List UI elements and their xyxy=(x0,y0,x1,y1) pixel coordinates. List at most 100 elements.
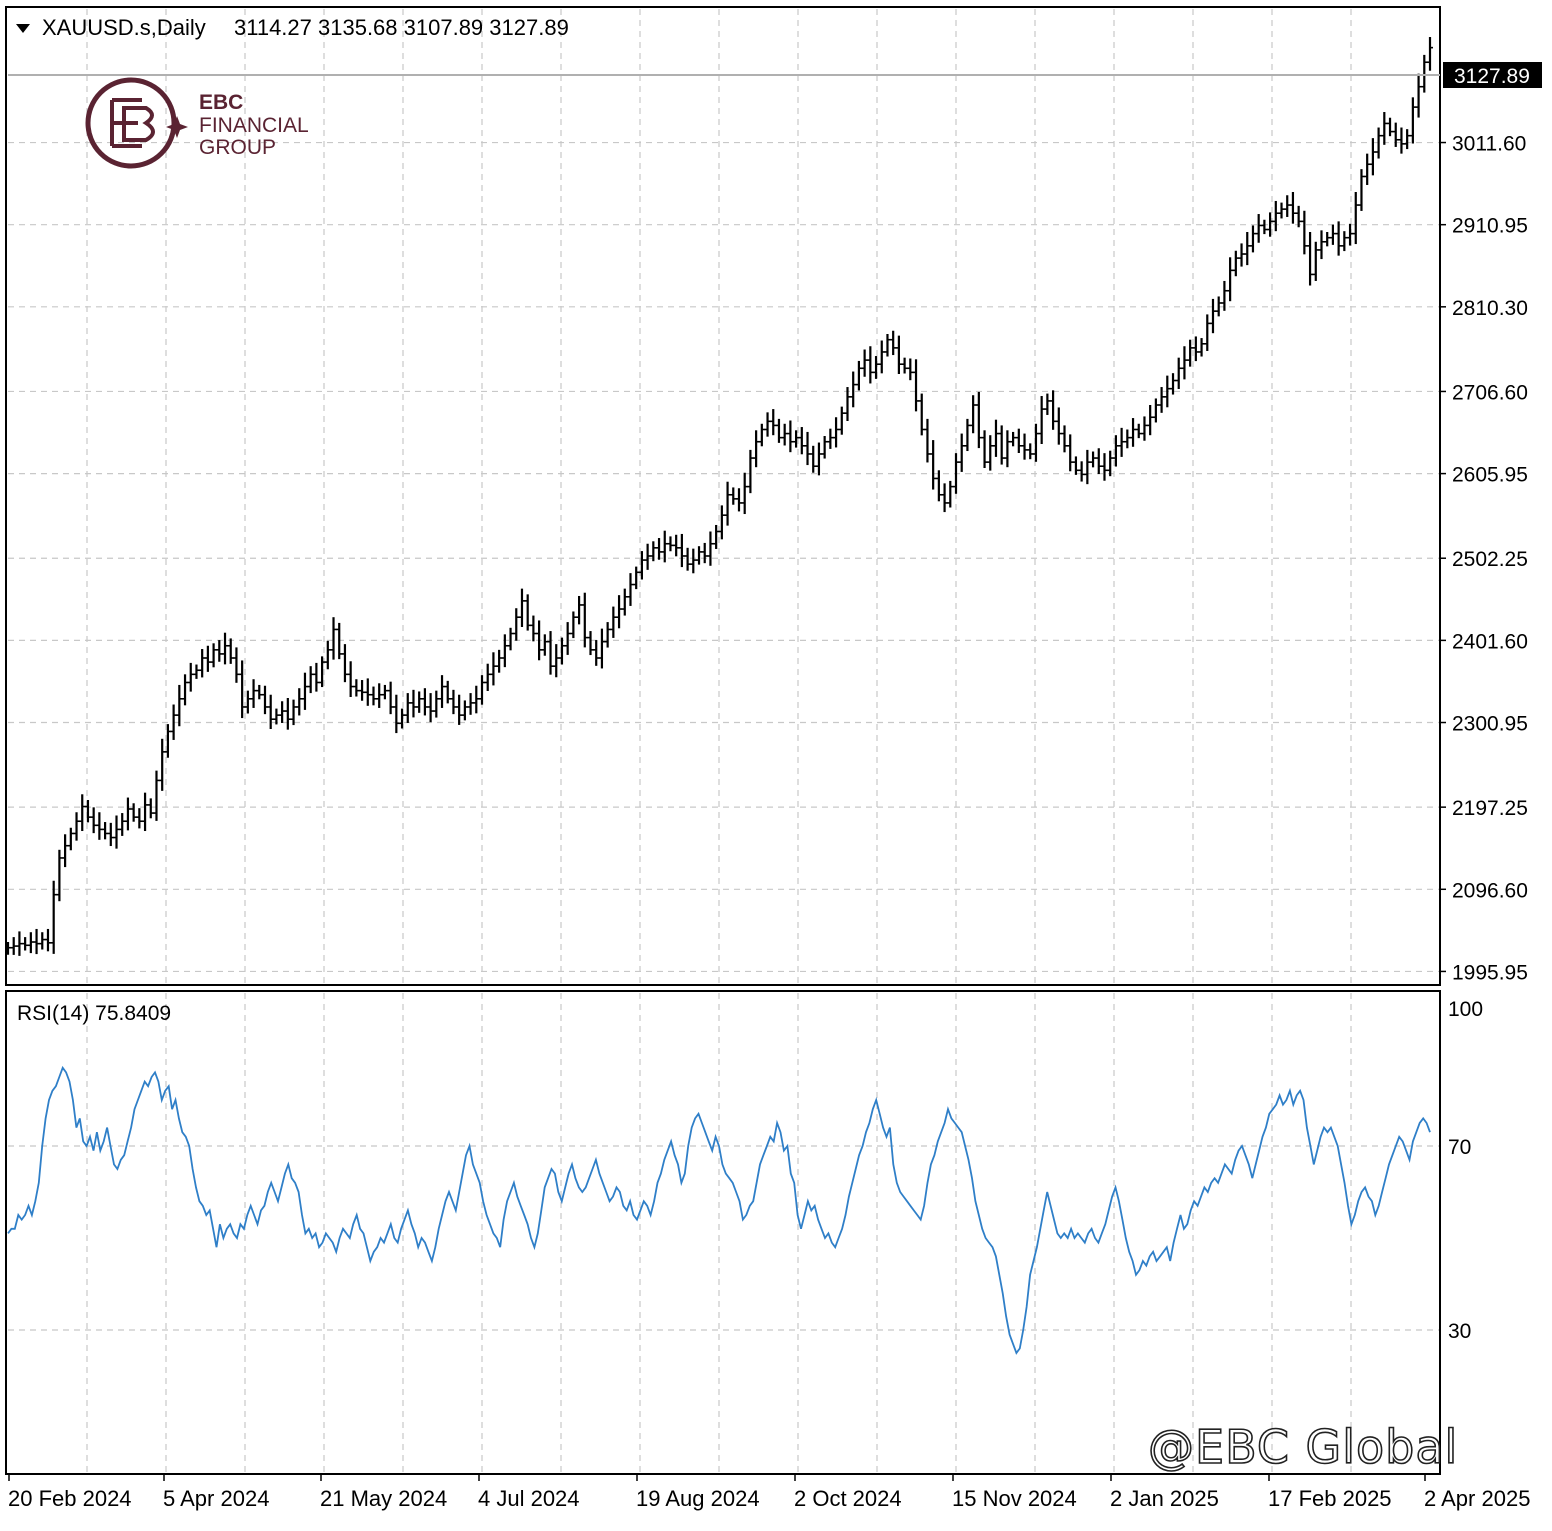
price-bar xyxy=(1215,296,1222,317)
price-bar xyxy=(975,391,982,449)
price-bar xyxy=(102,822,109,840)
price-bar xyxy=(210,643,217,668)
price-bar xyxy=(1164,375,1171,408)
price-bar xyxy=(1312,241,1319,281)
price-bar xyxy=(284,697,291,730)
rsi-tick-label: 30 xyxy=(1448,1320,1471,1343)
price-bar xyxy=(821,436,828,459)
price-bar xyxy=(410,689,417,718)
price-bar xyxy=(992,419,999,457)
price-bar xyxy=(1358,169,1365,211)
price-bar xyxy=(696,546,703,565)
logo-line1: EBC xyxy=(199,91,243,114)
price-bar xyxy=(1175,357,1182,390)
price-bar xyxy=(1141,416,1148,441)
price-bar xyxy=(1227,257,1234,302)
price-bar xyxy=(1301,210,1308,255)
price-bar xyxy=(67,827,74,851)
price-bar xyxy=(907,358,914,381)
price-bar xyxy=(1318,230,1325,260)
price-bar xyxy=(775,418,782,443)
rsi-tick-label: 100 xyxy=(1448,998,1483,1021)
price-bar xyxy=(581,592,588,648)
price-bar xyxy=(1289,191,1296,224)
price-bar xyxy=(1101,453,1108,481)
price-bar xyxy=(1170,373,1177,395)
price-bar xyxy=(536,620,543,661)
price-bar xyxy=(998,425,1005,465)
price-bar xyxy=(833,417,840,448)
price-tag-label: 3127.89 xyxy=(1454,65,1530,88)
price-bar xyxy=(1158,387,1165,413)
price-bar xyxy=(1072,456,1079,475)
price-bar xyxy=(644,543,651,570)
price-bar xyxy=(124,797,131,831)
price-bar xyxy=(359,680,366,701)
price-bar xyxy=(1124,429,1131,449)
price-bar xyxy=(621,588,628,616)
price-bar xyxy=(638,551,645,580)
price-bar xyxy=(187,662,194,692)
price-tick-label: 2706.60 xyxy=(1452,381,1528,404)
price-bar xyxy=(301,672,308,710)
price-bar xyxy=(1061,425,1068,453)
price-bar xyxy=(444,680,451,704)
price-bar xyxy=(1381,112,1388,145)
price-bar xyxy=(193,664,200,679)
price-bar xyxy=(901,357,908,374)
price-bar xyxy=(964,418,971,452)
price-bar xyxy=(1032,423,1039,462)
price-bar xyxy=(279,701,286,723)
price-bar xyxy=(233,647,240,683)
price-bar xyxy=(107,822,114,847)
price-bar xyxy=(1084,449,1091,485)
price-bar xyxy=(1135,423,1142,439)
price-bar xyxy=(541,634,548,656)
price-bar xyxy=(1078,461,1085,482)
price-bar xyxy=(1038,396,1045,445)
price-bar xyxy=(570,611,577,639)
price-bar xyxy=(838,406,845,435)
price-bar xyxy=(1404,129,1411,150)
price-bar xyxy=(393,694,400,734)
price-tick-label: 2096.60 xyxy=(1452,879,1528,902)
price-bar xyxy=(33,928,40,955)
price-bar xyxy=(433,690,440,718)
date-tick-label: 4 Jul 2024 xyxy=(478,1486,580,1511)
price-bar xyxy=(913,359,920,412)
price-bar xyxy=(1010,431,1017,447)
price-bar xyxy=(461,700,468,721)
price-bar xyxy=(176,684,183,727)
price-bar xyxy=(953,453,959,494)
price-bar xyxy=(164,724,171,758)
price-bar xyxy=(90,807,97,834)
price-tick-label: 3011.60 xyxy=(1452,133,1526,156)
price-bar xyxy=(1278,202,1285,219)
price-bar xyxy=(387,681,394,715)
price-bar xyxy=(558,637,565,665)
price-bar xyxy=(290,699,297,726)
price-bar xyxy=(222,632,229,665)
price-bar xyxy=(1324,231,1331,247)
price-bar xyxy=(1021,433,1028,460)
price-bar xyxy=(381,684,388,700)
price-bar xyxy=(273,708,280,725)
price-bar xyxy=(10,937,17,955)
price-bar xyxy=(1284,195,1291,217)
price-bar xyxy=(947,480,954,508)
date-tick-label: 17 Feb 2025 xyxy=(1268,1486,1392,1511)
price-bar xyxy=(364,678,371,706)
price-bar xyxy=(1329,224,1336,245)
price-bar xyxy=(667,536,674,552)
price-bar xyxy=(958,433,965,472)
price-bar xyxy=(1112,435,1119,467)
price-bar xyxy=(421,688,428,716)
price-bar xyxy=(616,595,623,629)
price-bar xyxy=(159,738,166,791)
price-tick-label: 1995.95 xyxy=(1452,961,1528,984)
price-bar xyxy=(307,666,314,694)
price-bar xyxy=(427,693,434,723)
price-bar xyxy=(787,420,794,453)
date-tick-label: 5 Apr 2024 xyxy=(163,1486,269,1511)
collapse-triangle-icon[interactable] xyxy=(16,24,30,33)
